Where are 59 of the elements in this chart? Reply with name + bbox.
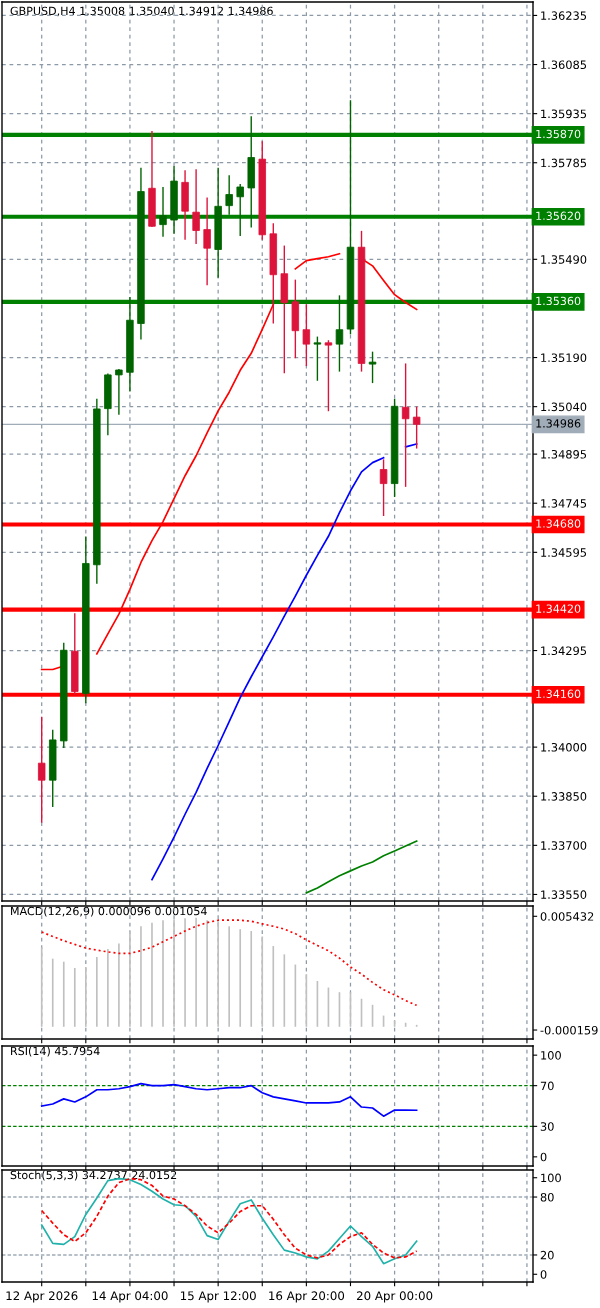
y-tick-label: 1.34745 bbox=[541, 499, 587, 508]
y-tick-label: 20 bbox=[540, 1250, 554, 1260]
ref-line-label: 1.35870 bbox=[536, 129, 581, 139]
x-tick-label: 16 Apr 20:00 bbox=[269, 1291, 345, 1303]
y-tick-label: 70 bbox=[540, 1081, 554, 1091]
y-tick-label: 0 bbox=[540, 1270, 547, 1279]
candlestick bbox=[37, 715, 46, 824]
y-tick-label: 1.34000 bbox=[541, 743, 587, 752]
chart-title: GBPUSD,H4 1.35008 1.35040 1.34912 1.34986 bbox=[10, 6, 273, 17]
chart-title: Stoch(5,3,3) 34.2737 24.0152 bbox=[10, 1170, 177, 1181]
line-series bbox=[40, 1082, 418, 1118]
candlestick bbox=[401, 362, 410, 488]
y-tick-label: 30 bbox=[540, 1122, 554, 1131]
y-tick-label: 1.33700 bbox=[541, 841, 587, 850]
x-tick-label: 12 Apr 2026 bbox=[6, 1291, 78, 1303]
ref-line-label: 1.34986 bbox=[536, 419, 581, 428]
y-tick-label: 1.35490 bbox=[541, 255, 587, 264]
candlestick bbox=[324, 339, 333, 412]
candlestick bbox=[159, 186, 167, 238]
y-tick-label: 0 bbox=[540, 1152, 547, 1162]
ref-line-label: 1.34160 bbox=[536, 689, 581, 698]
line-series bbox=[40, 919, 418, 1007]
candlestick bbox=[335, 294, 344, 373]
y-tick-label: 1.36235 bbox=[541, 11, 587, 20]
y-tick-label: 1.34895 bbox=[541, 449, 587, 459]
chart-title: MACD(12,26,9) 0.000096 0.001054 bbox=[11, 906, 207, 917]
candlestick bbox=[192, 168, 200, 245]
y-tick-label: 1.35785 bbox=[541, 158, 587, 168]
x-tick-label: 20 Apr 00:00 bbox=[356, 1291, 433, 1303]
y-tick-label: 1.33550 bbox=[541, 890, 587, 899]
candlestick bbox=[379, 458, 388, 517]
y-tick-label: 1.35935 bbox=[541, 109, 587, 119]
y-tick-label: 1.35040 bbox=[541, 402, 587, 412]
y-tick-label: 0.005432 bbox=[540, 912, 594, 921]
line-series bbox=[305, 840, 418, 894]
candlestick bbox=[236, 183, 244, 237]
y-tick-label: 80 bbox=[540, 1192, 554, 1202]
ref-line-label: 1.34420 bbox=[536, 604, 581, 613]
x-tick-label: 15 Apr 12:00 bbox=[180, 1291, 256, 1303]
chart-title: RSI(14) 45.7954 bbox=[11, 1046, 100, 1057]
candlestick bbox=[313, 335, 322, 382]
y-tick-label: 1.33850 bbox=[541, 792, 587, 801]
y-tick-label: 100 bbox=[541, 1173, 561, 1183]
y-tick-label: 1.34595 bbox=[541, 548, 587, 557]
y-tick-label: -0.000159 bbox=[540, 1025, 598, 1035]
candlestick bbox=[225, 174, 233, 216]
y-tick-label: 100 bbox=[541, 1051, 561, 1060]
candlestick bbox=[412, 405, 421, 450]
x-tick-label: 14 Apr 04:00 bbox=[92, 1291, 168, 1303]
ref-line-label: 1.34680 bbox=[536, 519, 581, 528]
ref-line-label: 1.35620 bbox=[536, 211, 581, 220]
candlestick bbox=[368, 350, 377, 384]
y-tick-label: 1.34295 bbox=[541, 646, 587, 656]
y-tick-label: 1.36085 bbox=[541, 60, 587, 70]
candlestick bbox=[302, 303, 311, 367]
candlestick bbox=[203, 196, 211, 286]
candlestick bbox=[115, 368, 123, 416]
y-tick-label: 1.35190 bbox=[541, 353, 587, 363]
ref-line-label: 1.35360 bbox=[536, 296, 581, 306]
